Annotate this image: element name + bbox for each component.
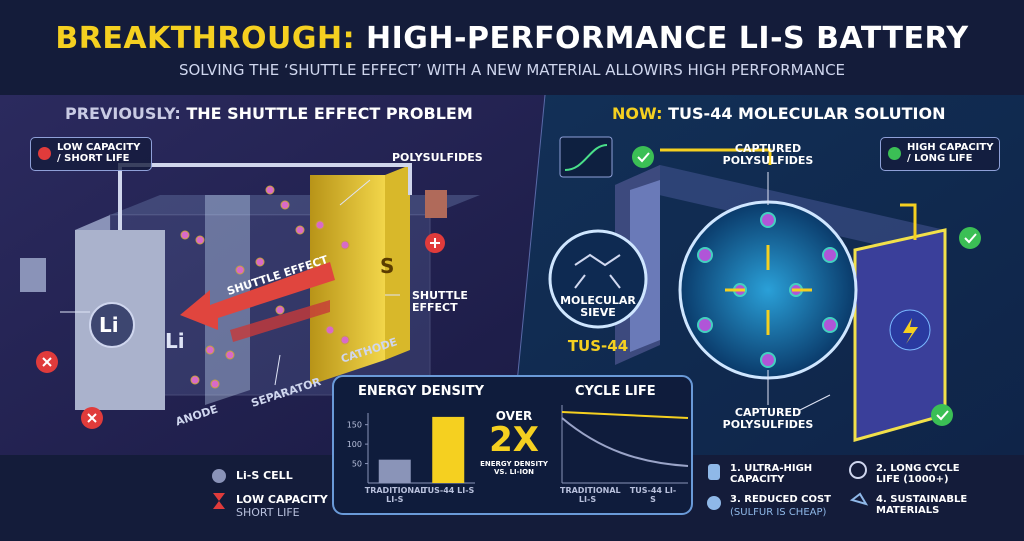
benefit: 2. LONG CYCLE LIFE (1000+) bbox=[876, 463, 960, 485]
title: BREAKTHROUGH: HIGH-PERFORMANCE LI-S BATT… bbox=[0, 22, 1024, 55]
factor: 2X bbox=[489, 420, 539, 460]
label: CAPTURED POLYSULFIDES bbox=[722, 142, 814, 168]
title-lead: BREAKTHROUGH: bbox=[55, 21, 356, 56]
legend-text: LOW CAPACITY bbox=[236, 493, 328, 506]
bar bbox=[432, 416, 465, 483]
chart-box bbox=[332, 375, 693, 515]
label: CAPTURED POLYSULFIDES bbox=[722, 406, 814, 432]
status-text: HIGH CAPACITY / LONG LIFE bbox=[907, 142, 994, 164]
heading-rest: TUS-44 MOLECULAR SOLUTION bbox=[668, 104, 946, 123]
benefit-icon bbox=[708, 464, 720, 480]
status-badge: HIGH CAPACITY / LONG LIFE bbox=[880, 137, 1000, 171]
benefit: (SULFUR IS CHEAP) bbox=[730, 507, 827, 518]
status-text: LOW CAPACITY / SHORT LIFE bbox=[57, 142, 141, 164]
energy-chart: 50 100 150 bbox=[347, 413, 475, 484]
x-tick-label: TUS-44 LI-S bbox=[629, 486, 677, 504]
benefit: 3. REDUCED COST bbox=[730, 494, 832, 505]
benefit-icon bbox=[707, 496, 721, 510]
benefit: 1. ULTRA-HIGH CAPACITY bbox=[730, 463, 813, 485]
heading-lead: PREVIOUSLY: bbox=[65, 104, 181, 123]
legend-icon bbox=[212, 469, 226, 483]
over: OVER bbox=[495, 409, 533, 423]
label: POLYSULFIDES bbox=[392, 151, 483, 164]
anode-symbol: Li bbox=[99, 313, 119, 337]
status-badge: LOW CAPACITY / SHORT LIFE bbox=[30, 137, 152, 171]
material: TUS-44 bbox=[567, 337, 629, 355]
benefit-icon bbox=[849, 492, 869, 506]
note: ENERGY DENSITY VS. LI-ION bbox=[480, 460, 548, 476]
title-rest: HIGH-PERFORMANCE LI-S BATTERY bbox=[366, 21, 969, 56]
legend-text: Li-S CELL bbox=[236, 469, 293, 482]
y-tick-label: 50 bbox=[352, 460, 362, 469]
anode-face: Li bbox=[165, 329, 185, 353]
y-tick-label: 100 bbox=[347, 440, 362, 449]
label: MOLECULAR SIEVE bbox=[560, 294, 636, 320]
x-tick-label: TRADITIONAL LI-S bbox=[364, 486, 426, 504]
benefit-icon bbox=[849, 461, 867, 479]
subtitle: SOLVING THE ‘SHUTTLE EFFECT’ WITH A NEW … bbox=[178, 61, 846, 79]
heading-lead: NOW: bbox=[612, 104, 663, 123]
new-battery bbox=[548, 136, 981, 442]
legend-text: SHORT LIFE bbox=[236, 506, 300, 519]
benefit: 4. SUSTAINABLE MATERIALS bbox=[876, 494, 968, 516]
label: SHUTTLE EFFECT bbox=[412, 289, 468, 315]
legend-icon bbox=[213, 493, 225, 509]
cycle-chart bbox=[561, 405, 689, 484]
heading-rest: THE SHUTTLE EFFECT PROBLEM bbox=[186, 104, 473, 123]
y-tick-label: 150 bbox=[347, 421, 362, 430]
heading: PREVIOUSLY: THE SHUTTLE EFFECT PROBLEM bbox=[65, 105, 473, 123]
bar bbox=[378, 459, 411, 483]
old-battery bbox=[20, 163, 480, 429]
x-tick-label: TUS-44 LI-S bbox=[422, 486, 475, 495]
chart-title: ENERGY DENSITY bbox=[358, 384, 485, 399]
heading: NOW: TUS-44 MOLECULAR SOLUTION bbox=[612, 105, 945, 123]
chart-title: CYCLE LIFE bbox=[575, 384, 656, 399]
cathode-symbol: S bbox=[380, 254, 395, 278]
x-tick-label: TRADITIONAL LI-S bbox=[560, 486, 621, 504]
